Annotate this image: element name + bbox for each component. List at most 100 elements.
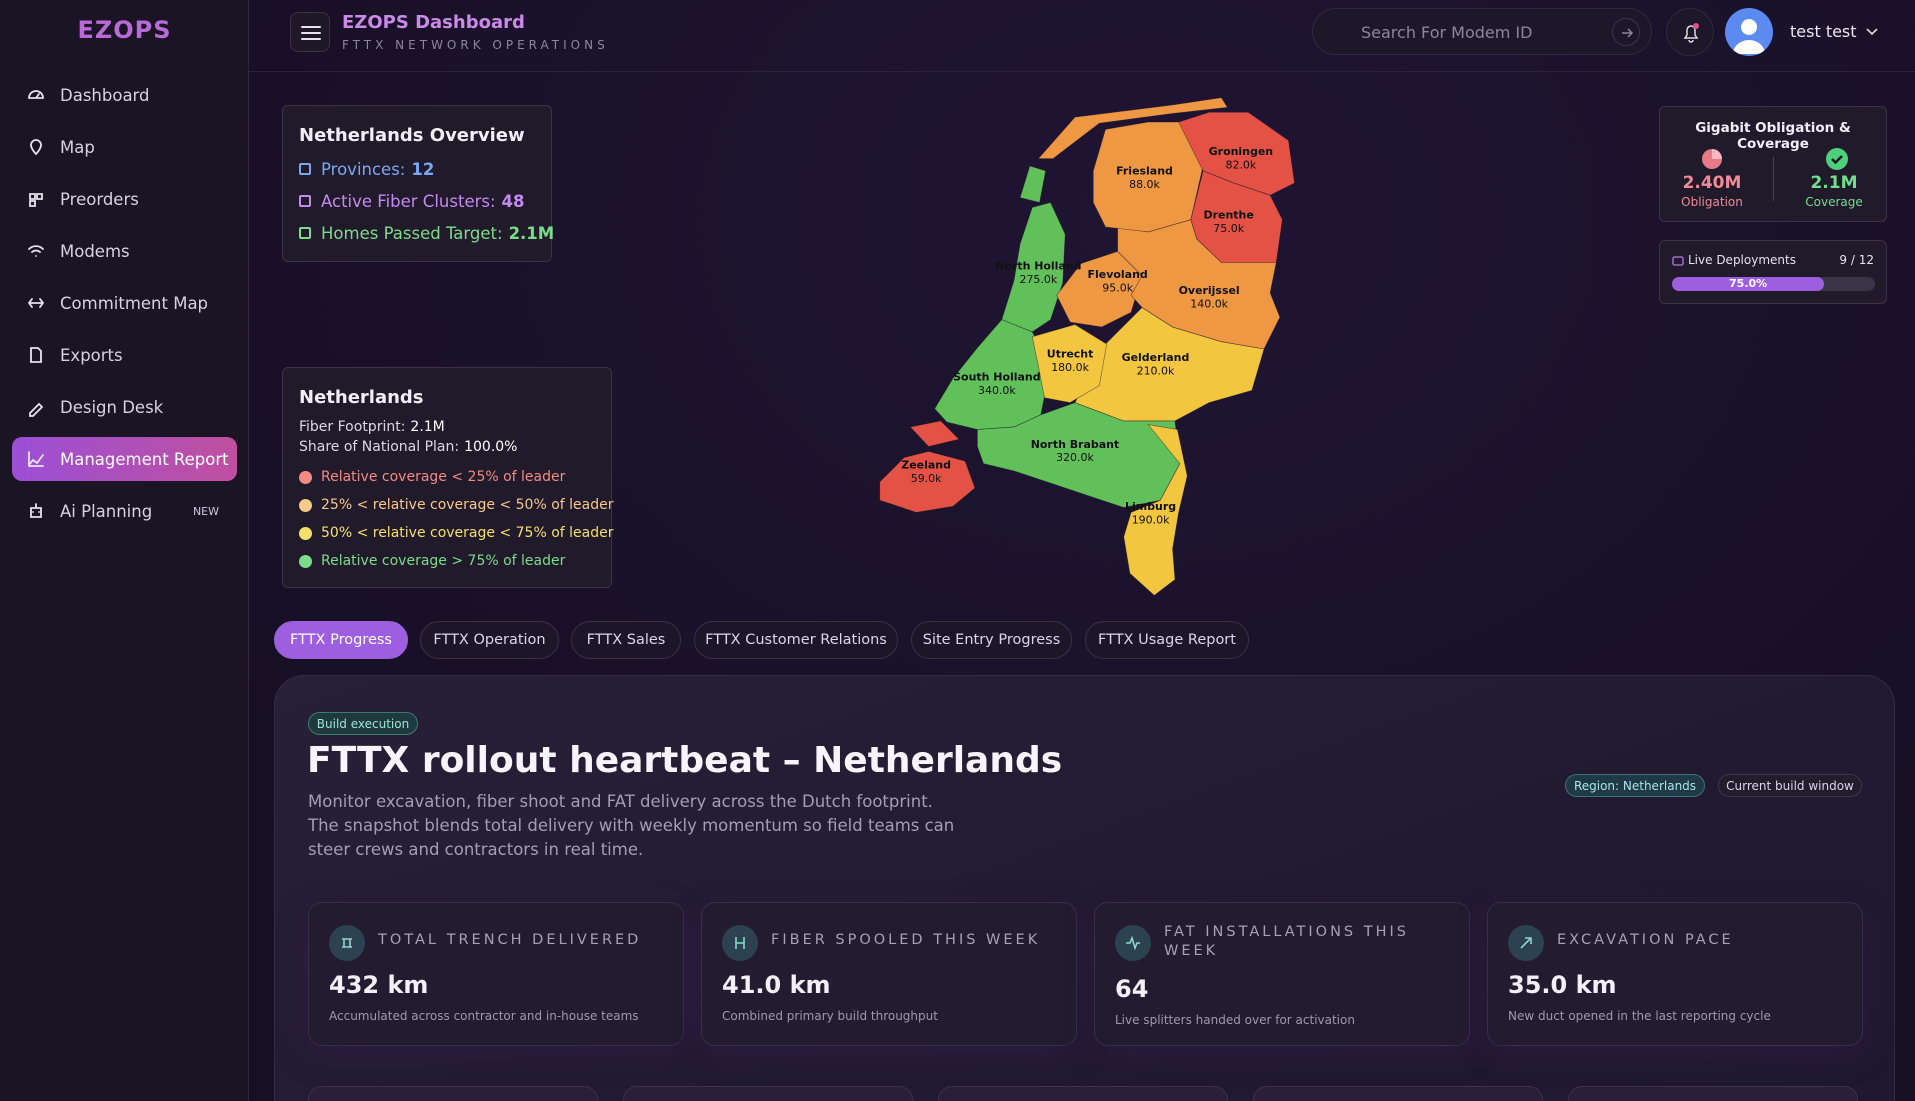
province-value: 320.0k bbox=[1056, 451, 1094, 464]
province-shape[interactable] bbox=[1019, 165, 1047, 203]
card-title: Gigabit Obligation & Coverage bbox=[1695, 120, 1851, 152]
province-shape[interactable] bbox=[879, 420, 976, 513]
province-shape[interactable] bbox=[1001, 202, 1066, 333]
nav-item[interactable]: Design Desk bbox=[12, 385, 237, 429]
tab[interactable]: FTTX Usage Report bbox=[1085, 621, 1249, 659]
stat-icon bbox=[722, 925, 758, 961]
stat-title: FAT INSTALLATIONS THIS WEEK bbox=[1164, 924, 1409, 959]
province-shape[interactable] bbox=[1190, 170, 1283, 263]
legend-label: Relative coverage < 25% of leader bbox=[321, 469, 566, 485]
nav-label: Exports bbox=[60, 345, 123, 365]
nav-icon bbox=[28, 90, 44, 99]
tab[interactable]: Site Entry Progress bbox=[911, 621, 1072, 659]
section-badge: Build execution bbox=[308, 712, 418, 735]
report-panel: Build execution FTTX rollout heartbeat –… bbox=[274, 675, 1895, 1101]
province-value: 275.0k bbox=[1019, 273, 1057, 286]
province-value: 190.0k bbox=[1132, 513, 1170, 526]
nav-item[interactable]: Map bbox=[12, 125, 237, 169]
stat-value: 64 bbox=[1115, 975, 1149, 1003]
deploy-label: Live Deployments bbox=[1688, 253, 1796, 267]
province-value: 95.0k bbox=[1102, 282, 1133, 295]
menu-button[interactable] bbox=[290, 12, 330, 52]
province-value: 210.0k bbox=[1137, 365, 1175, 378]
stat-card: EXCAVATION PACE 35.0 km New duct opened in… bbox=[1487, 902, 1863, 1046]
tab[interactable]: FTTX Operation bbox=[420, 621, 559, 659]
item-icon bbox=[299, 195, 311, 207]
stat-icon-svg bbox=[735, 937, 745, 949]
pie-icon bbox=[1702, 149, 1722, 169]
overview-item: Homes Passed Target: 2.1M bbox=[299, 224, 554, 243]
nav-icon bbox=[29, 402, 44, 417]
overview-item: Active Fiber Clusters: 48 bbox=[299, 192, 525, 211]
deploy-icon bbox=[1672, 256, 1684, 266]
nav-item[interactable]: Preorders bbox=[12, 177, 237, 221]
stat-note: Combined primary build throughput bbox=[722, 1009, 938, 1023]
tab[interactable]: FTTX Sales bbox=[571, 621, 681, 659]
nav-item[interactable]: Ai Planning NEW bbox=[12, 489, 237, 533]
stat-card-top bbox=[308, 1086, 598, 1101]
window-tag: Current build window bbox=[1718, 774, 1862, 797]
province-shape[interactable] bbox=[1092, 121, 1204, 233]
avatar-icon bbox=[1733, 19, 1765, 54]
item-icon bbox=[299, 163, 311, 175]
stat-card-top bbox=[938, 1086, 1228, 1101]
progress-label: 75.0% bbox=[1729, 277, 1768, 290]
avatar[interactable] bbox=[1725, 8, 1773, 56]
deploy-count: 9 / 12 bbox=[1839, 253, 1874, 267]
search-submit[interactable] bbox=[1612, 18, 1640, 46]
nav-item[interactable]: Dashboard bbox=[12, 73, 237, 117]
nav-icon bbox=[27, 298, 45, 308]
stat-note: New duct opened in the last reporting cy… bbox=[1508, 1009, 1771, 1023]
stat-card: FAT INSTALLATIONS THIS WEEK 64 Live splitt… bbox=[1094, 902, 1470, 1046]
legend-dot bbox=[299, 554, 312, 568]
province-name: South Holland bbox=[953, 371, 1040, 384]
nav-label: Design Desk bbox=[60, 397, 164, 417]
nav-icon bbox=[29, 193, 43, 207]
icon-path bbox=[1520, 937, 1532, 949]
stat-label: Share of National Plan: bbox=[299, 439, 460, 455]
stat-value: 41.0 km bbox=[722, 971, 831, 999]
icon-path bbox=[27, 298, 45, 308]
tab[interactable]: FTTX Progress bbox=[274, 621, 408, 659]
province-name: Flevoland bbox=[1088, 268, 1148, 281]
icon-path bbox=[28, 245, 44, 257]
legend-item: 25% < relative coverage < 50% of leader bbox=[299, 497, 613, 513]
province-shape[interactable] bbox=[1031, 324, 1108, 404]
icon-path bbox=[30, 139, 42, 156]
tab[interactable]: FTTX Customer Relations bbox=[694, 621, 898, 659]
province-name: North Brabant bbox=[1031, 438, 1119, 451]
stat-note: Accumulated across contractor and in-hou… bbox=[329, 1009, 639, 1023]
legend-item: Relative coverage > 75% of leader bbox=[299, 553, 565, 569]
app-title: EZOPS Dashboard bbox=[342, 12, 525, 33]
province-value: 59.0k bbox=[911, 472, 942, 485]
topbar: EZOPS Dashboard FTTX NETWORK OPERATIONS … bbox=[249, 0, 1915, 72]
nav-item[interactable]: Management Report bbox=[12, 437, 237, 481]
nav-label: Ai Planning bbox=[60, 501, 153, 521]
overview-item: Provinces: 12 bbox=[299, 160, 434, 179]
nav-icon bbox=[28, 451, 44, 467]
nav-item[interactable]: Modems bbox=[12, 229, 237, 273]
item-label: Active Fiber Clusters: bbox=[321, 192, 496, 211]
icon-path bbox=[28, 451, 44, 467]
progress-track: 75.0% bbox=[1672, 277, 1875, 291]
legend-dot bbox=[299, 498, 312, 512]
nav-item[interactable]: Exports bbox=[12, 333, 237, 377]
arrow-icon bbox=[1622, 28, 1634, 38]
province-name: Overijssel bbox=[1179, 284, 1240, 297]
icon-path bbox=[735, 937, 745, 949]
nav-item[interactable]: Commitment Map bbox=[12, 281, 237, 325]
province-shape[interactable] bbox=[1123, 424, 1188, 596]
nav-icon bbox=[30, 347, 42, 363]
province-name: Zeeland bbox=[901, 459, 951, 472]
stat-card: TOTAL TRENCH DELIVERED 432 km Accumulated … bbox=[308, 902, 684, 1046]
search-box[interactable]: Search For Modem ID bbox=[1312, 8, 1652, 55]
province-value: 82.0k bbox=[1225, 158, 1256, 171]
legend-label: 25% < relative coverage < 50% of leader bbox=[321, 497, 614, 513]
province-shape[interactable] bbox=[1037, 97, 1229, 159]
item-label: Provinces: bbox=[321, 160, 406, 179]
nav-icon bbox=[30, 139, 42, 156]
user-name[interactable]: test test bbox=[1790, 22, 1857, 41]
notification-button[interactable] bbox=[1666, 8, 1714, 56]
stat-card: FIBER SPOOLED THIS WEEK 41.0 km Combined p… bbox=[701, 902, 1077, 1046]
icon-path bbox=[30, 347, 42, 363]
